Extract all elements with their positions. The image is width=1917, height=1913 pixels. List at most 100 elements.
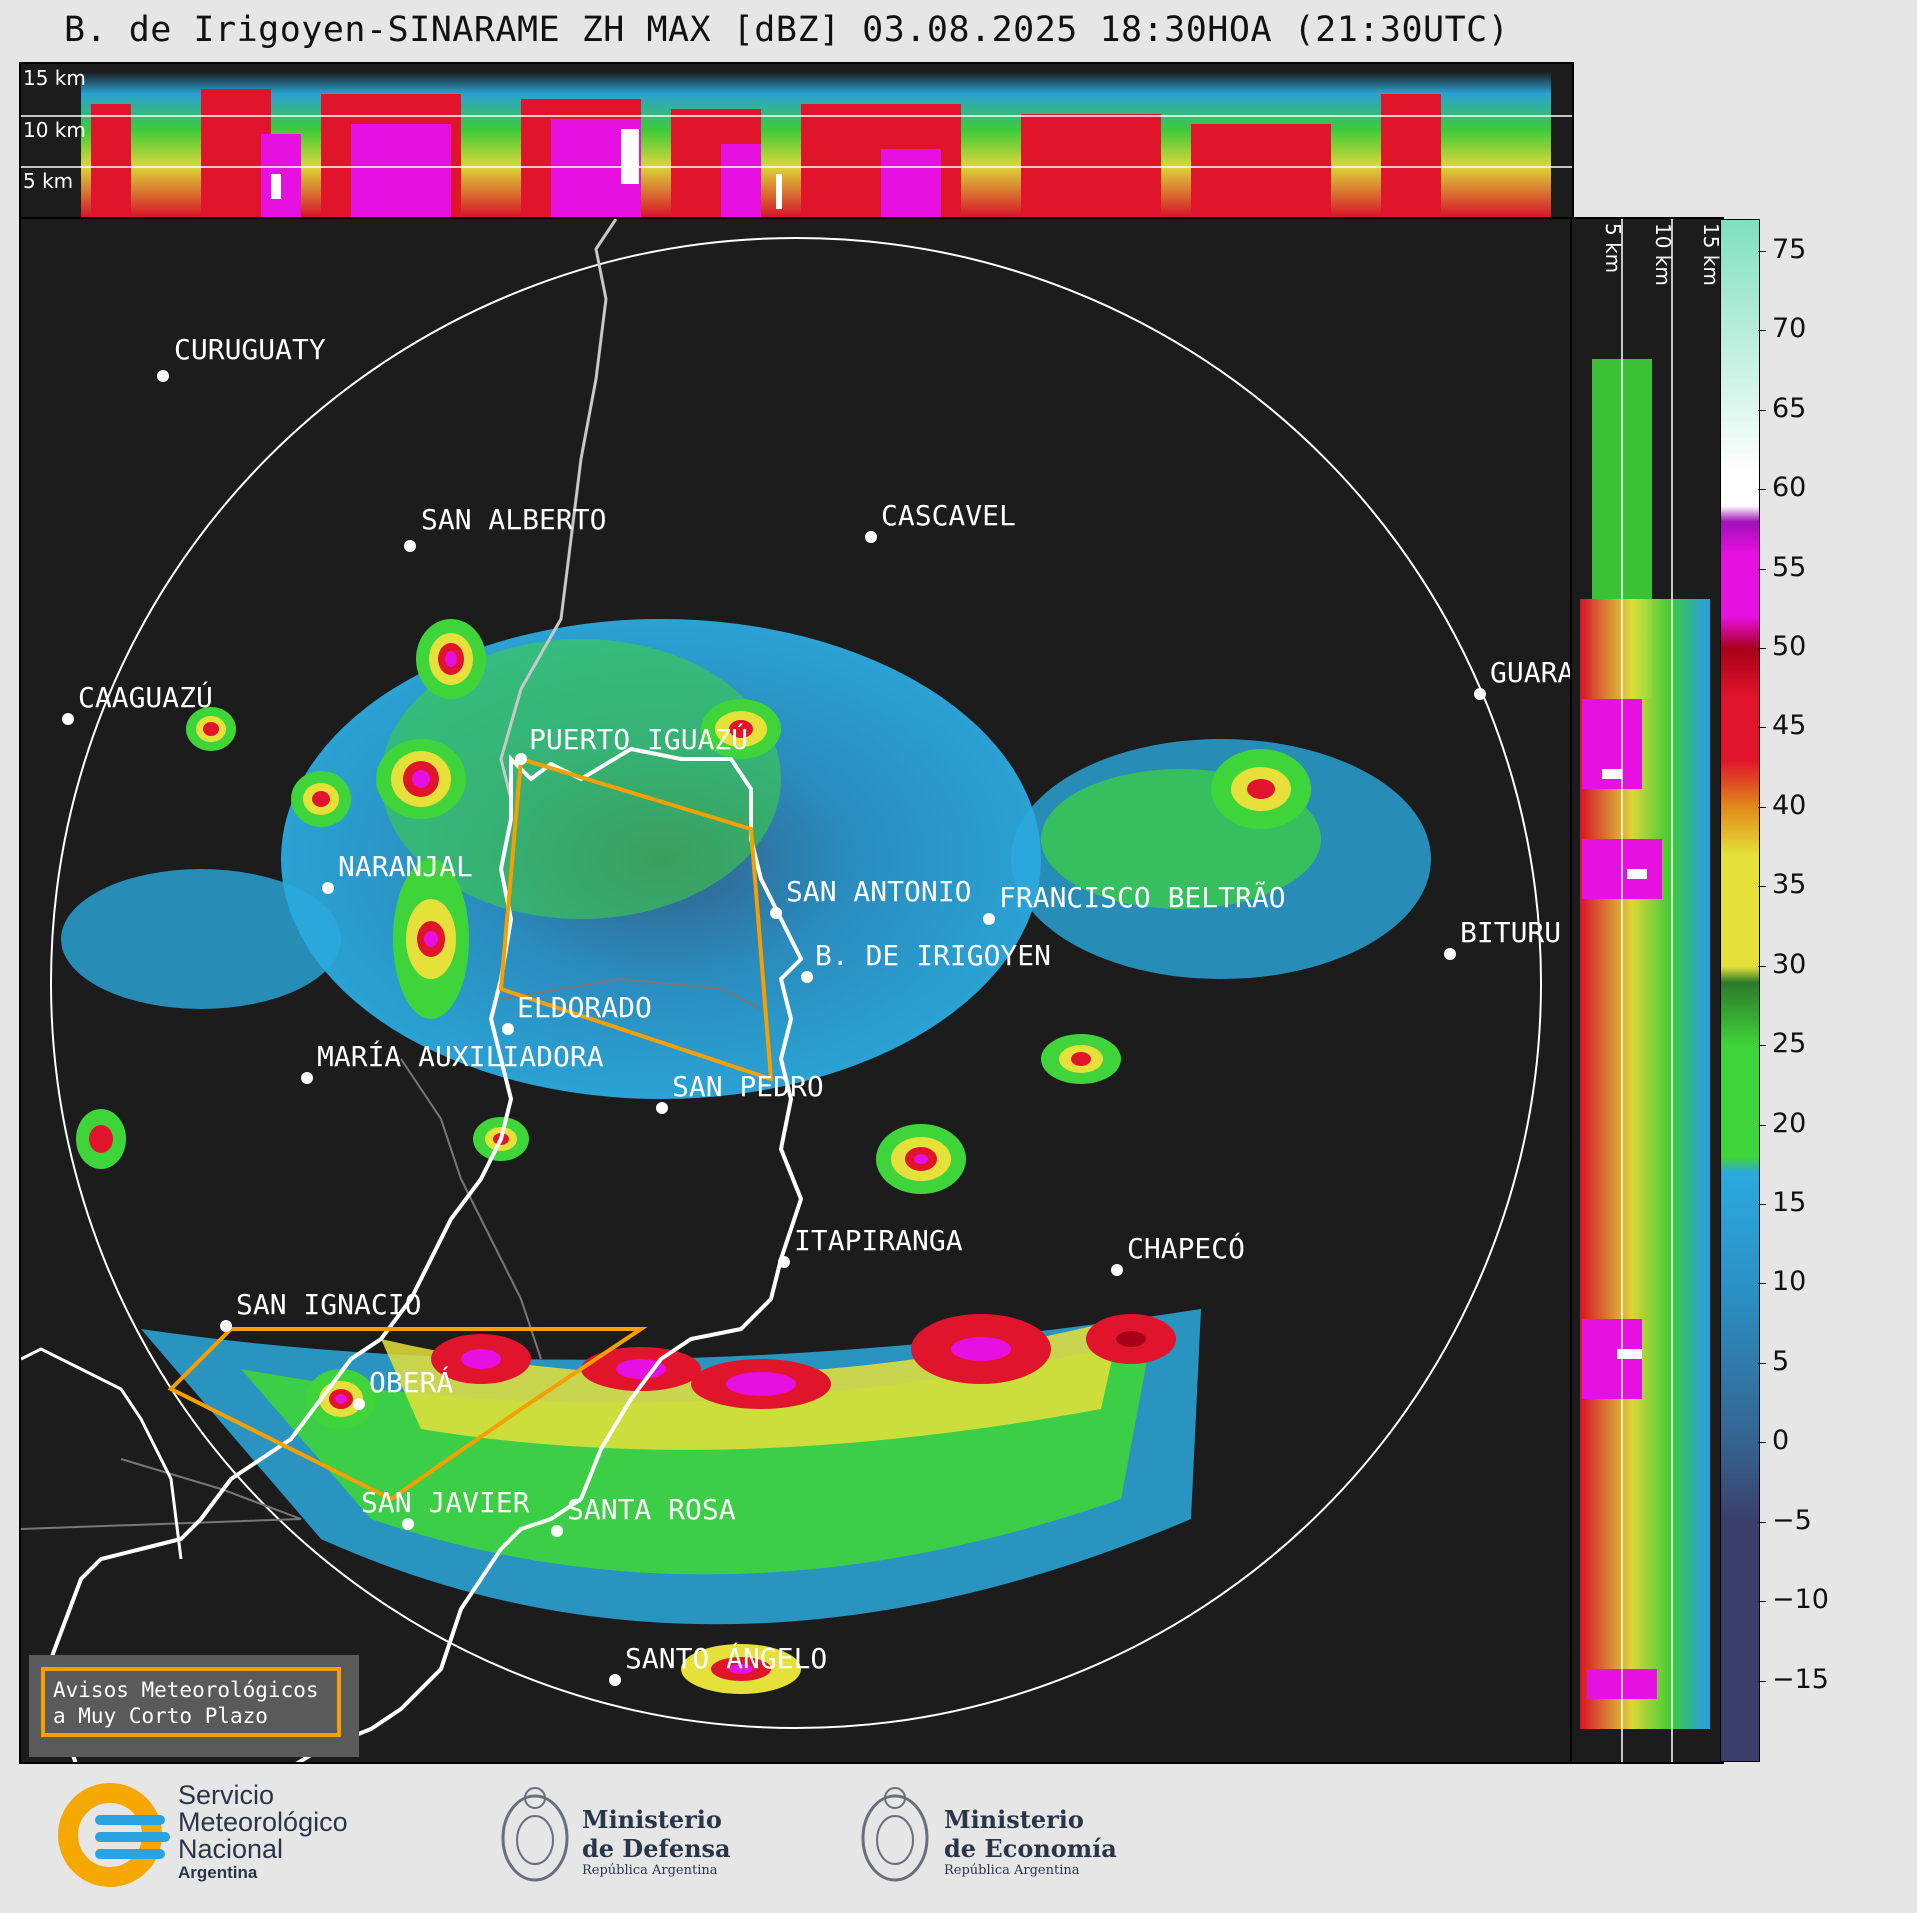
top-level-label-10km: 10 km [23, 118, 86, 142]
smn-logo-text: Servicio Meteorológico Nacional Argentin… [178, 1782, 348, 1883]
radar-map-panel: CURUGUATY SAN ALBERTO CASCAVEL CAAGUAZÚ … [19, 217, 1574, 1764]
cell [911, 1314, 1051, 1384]
top-core [91, 104, 131, 217]
colorbar-tick-mark [1758, 489, 1766, 491]
smn-line-3: Nacional [178, 1834, 284, 1864]
svg-text:SAN JAVIER: SAN JAVIER [361, 1486, 530, 1519]
svg-text:CAAGUAZÚ: CAAGUAZÚ [78, 680, 213, 714]
colorbar-tick-mark [1758, 1680, 1766, 1682]
colorbar-tick-mark [1758, 330, 1766, 332]
top-peak [721, 144, 761, 217]
warning-polygon-south [167, 1327, 648, 1502]
colorbar-tick-label: −5 [1772, 1504, 1812, 1536]
colorbar-tick-mark [1758, 727, 1766, 729]
city-curuguaty: CURUGUATY [157, 333, 326, 382]
side-cross-section: 5 km 10 km 15 km [1580, 219, 1722, 1762]
cell [76, 1109, 126, 1169]
top-cross-section-panel: 15 km 10 km 5 km [19, 62, 1574, 219]
top-max [271, 174, 281, 199]
top-max [621, 129, 639, 184]
warning-legend-box: Avisos Meteorológicos a Muy Corto Plazo [29, 1655, 359, 1757]
cell [393, 859, 469, 1019]
radar-map: CURUGUATY SAN ALBERTO CASCAVEL CAAGUAZÚ … [21, 219, 1572, 1762]
cell [376, 739, 466, 819]
border-line [499, 219, 618, 800]
side-cross-section-panel: 5 km 10 km 15 km [1570, 217, 1724, 1764]
colorbar-tick-mark [1758, 965, 1766, 967]
cell [701, 699, 781, 759]
chart-title: B. de Irigoyen-SINARAME ZH MAX [dBZ] 03.… [64, 10, 1510, 50]
top-core [1021, 114, 1161, 217]
side-max [1602, 769, 1622, 779]
colorbar-tick-label: 15 [1772, 1186, 1807, 1218]
colorbar-tick-label: 65 [1772, 392, 1807, 424]
colorbar-tick-mark [1758, 1283, 1766, 1285]
svg-text:CASCAVEL: CASCAVEL [881, 499, 1016, 532]
cell [186, 707, 236, 751]
top-peak [881, 149, 941, 217]
smn-logo-icon [58, 1783, 170, 1887]
colorbar-tick-label: 75 [1772, 233, 1807, 265]
colorbar-tick-mark [1758, 250, 1766, 252]
colorbar-tick-label: 20 [1772, 1107, 1807, 1139]
svg-text:GUARA: GUARA [1490, 656, 1572, 689]
cell [581, 1347, 701, 1391]
colorbar-tick-mark [1758, 1521, 1766, 1523]
side-max [1617, 1349, 1642, 1359]
colorbar-tick-label: 25 [1772, 1028, 1807, 1060]
top-echo-max [271, 129, 782, 209]
top-cross-section: 15 km 10 km 5 km [21, 66, 1572, 217]
colorbar-tick-mark [1758, 1362, 1766, 1364]
colorbar-tick-mark [1758, 1045, 1766, 1047]
svg-text:NARANJAL: NARANJAL [338, 850, 473, 883]
colorbar-tick-label: −15 [1772, 1663, 1829, 1695]
cell [416, 619, 486, 699]
colorbar-tick-label: 70 [1772, 313, 1807, 345]
convective-cells [76, 619, 1311, 1694]
river-line [21, 1347, 183, 1560]
top-core [1381, 94, 1441, 217]
cell [1041, 1034, 1121, 1084]
city-b-de-irigoyen: B. DE IRIGOYEN [801, 939, 1051, 983]
colorbar-tick-label: 30 [1772, 948, 1807, 980]
defensa-line-1: Ministerio [582, 1805, 722, 1834]
colorbar-tick-label: 40 [1772, 789, 1807, 821]
economia-line-3: República Argentina [944, 1863, 1080, 1878]
city-maria-auxiliadora: MARÍA AUXILIADORA [301, 1039, 604, 1084]
echo-field-west [61, 869, 341, 1009]
top-core [1191, 124, 1331, 217]
cell [431, 1334, 531, 1384]
svg-text:PUERTO IGUAZÚ: PUERTO IGUAZÚ [529, 722, 748, 756]
colorbar-tick-mark [1758, 568, 1766, 570]
province-boundary [400, 1058, 542, 1360]
defensa-line-2: de Defensa [582, 1834, 731, 1863]
colorbar-tick-label: 35 [1772, 869, 1807, 901]
city-san-antonio: SAN ANTONIO [770, 875, 971, 919]
top-peak [351, 124, 451, 217]
colorbar-tick-label: 45 [1772, 710, 1807, 742]
warning-line-1: Avisos Meteorológicos [53, 1678, 319, 1702]
city-chapeco: CHAPECÓ [1111, 1231, 1245, 1276]
svg-text:B. DE IRIGOYEN: B. DE IRIGOYEN [815, 939, 1051, 972]
economia-line-2: de Economía [944, 1834, 1117, 1863]
city-santo-angelo: SANTO ÁNGELO [609, 1641, 827, 1686]
city-itapiranga: ITAPIRANGA [778, 1224, 963, 1268]
warning-legend-text: Avisos Meteorológicos a Muy Corto Plazo [41, 1667, 341, 1737]
city-san-pedro: SAN PEDRO [656, 1070, 824, 1114]
svg-text:SANTA ROSA: SANTA ROSA [567, 1493, 736, 1526]
side-level-label-10km: 10 km [1651, 223, 1675, 286]
province-boundary [500, 977, 762, 1010]
colorbar-tick-label: 5 [1772, 1345, 1790, 1377]
colorbar-tick-label: 60 [1772, 472, 1807, 504]
svg-text:CHAPECÓ: CHAPECÓ [1127, 1231, 1245, 1265]
top-echo-peaks [261, 119, 941, 217]
warning-polygon-north [498, 756, 774, 1082]
colorbar-tick-mark [1758, 886, 1766, 888]
smn-line-4: Argentina [178, 1863, 258, 1882]
top-core [201, 89, 271, 217]
city-san-javier: SAN JAVIER [361, 1486, 530, 1530]
side-level-label-5km: 5 km [1601, 223, 1625, 273]
side-max [1627, 869, 1647, 879]
side-level-label-15km: 15 km [1699, 223, 1722, 286]
cell [1086, 1314, 1176, 1364]
